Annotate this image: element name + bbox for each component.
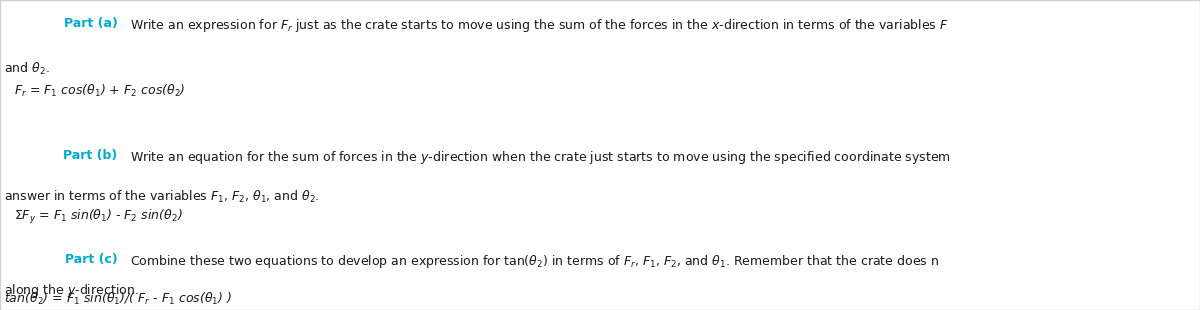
Text: and $\theta_2$.: and $\theta_2$. (4, 60, 49, 77)
Text: Write an equation for the sum of forces in the $y$-direction when the crate just: Write an equation for the sum of forces … (130, 149, 950, 166)
Text: Part (c): Part (c) (65, 253, 118, 266)
Text: Part (a): Part (a) (64, 17, 118, 30)
Text: along the $y$-direction.: along the $y$-direction. (4, 282, 138, 299)
Text: Write an expression for $F_r$ just as the crate starts to move using the sum of : Write an expression for $F_r$ just as th… (130, 17, 948, 34)
Text: Part (b): Part (b) (64, 149, 118, 162)
Text: answer in terms of the variables $F_1$, $F_2$, $\theta_1$, and $\theta_2$.: answer in terms of the variables $F_1$, … (4, 189, 319, 205)
Text: $F_r$ = $F_1$ cos($\theta_1$) + $F_2$ cos($\theta_2$): $F_r$ = $F_1$ cos($\theta_1$) + $F_2$ co… (14, 83, 186, 99)
Text: tan($\theta_2$) = $F_1$ sin($\theta_1$)/( $F_r$ - $F_1$ cos($\theta_1$) ): tan($\theta_2$) = $F_1$ sin($\theta_1$)/… (4, 291, 232, 307)
Text: $\Sigma F_y$ = $F_1$ sin($\theta_1$) - $F_2$ sin($\theta_2$): $\Sigma F_y$ = $F_1$ sin($\theta_1$) - $… (14, 208, 184, 226)
Text: Combine these two equations to develop an expression for tan($\theta_2$) in term: Combine these two equations to develop a… (130, 253, 938, 270)
